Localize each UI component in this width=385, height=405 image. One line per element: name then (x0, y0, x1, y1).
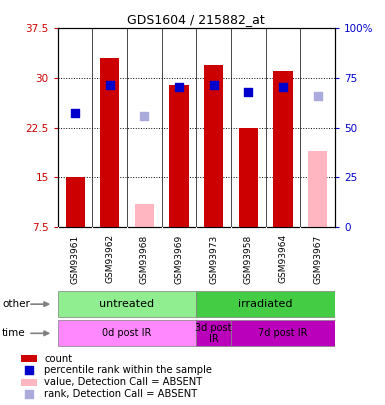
Text: rank, Detection Call = ABSENT: rank, Detection Call = ABSENT (44, 389, 197, 399)
Point (107, 82, 113, 88)
Point (245, 89, 251, 95)
Text: 7d post IR: 7d post IR (258, 328, 308, 338)
Point (211, 82, 217, 88)
Text: GSM93962: GSM93962 (105, 234, 114, 284)
Bar (204, 65, 223, 227)
Text: untreated: untreated (99, 299, 155, 309)
FancyBboxPatch shape (231, 320, 335, 346)
Point (176, 84, 182, 90)
Point (315, 93, 321, 99)
Text: count: count (44, 354, 72, 364)
Bar (169, 85, 189, 227)
Text: GSM93969: GSM93969 (174, 234, 184, 284)
Point (141, 113, 147, 119)
Text: 3d post
IR: 3d post IR (196, 322, 232, 344)
Text: GSM93967: GSM93967 (313, 234, 322, 284)
Bar (100, 58, 119, 227)
Text: GSM93973: GSM93973 (209, 234, 218, 284)
Bar (273, 71, 293, 227)
Point (26, 367, 32, 373)
Bar (65, 177, 85, 227)
Text: GSM93968: GSM93968 (140, 234, 149, 284)
Text: time: time (2, 328, 25, 338)
Text: 0d post IR: 0d post IR (102, 328, 152, 338)
Title: GDS1604 / 215882_at: GDS1604 / 215882_at (127, 13, 265, 26)
Point (280, 84, 286, 90)
Text: value, Detection Call = ABSENT: value, Detection Call = ABSENT (44, 377, 202, 387)
FancyBboxPatch shape (196, 320, 231, 346)
Text: irradiated: irradiated (238, 299, 293, 309)
FancyBboxPatch shape (21, 355, 37, 362)
Bar (308, 151, 327, 227)
Text: GSM93964: GSM93964 (278, 234, 288, 284)
Point (26, 391, 32, 397)
Bar (135, 204, 154, 227)
Point (72, 109, 78, 116)
Text: GSM93961: GSM93961 (70, 234, 80, 284)
FancyBboxPatch shape (21, 379, 37, 386)
Text: other: other (2, 299, 30, 309)
Text: GSM93958: GSM93958 (244, 234, 253, 284)
Text: percentile rank within the sample: percentile rank within the sample (44, 365, 212, 375)
FancyBboxPatch shape (58, 291, 196, 317)
Bar (239, 128, 258, 227)
FancyBboxPatch shape (58, 320, 196, 346)
FancyBboxPatch shape (196, 291, 335, 317)
